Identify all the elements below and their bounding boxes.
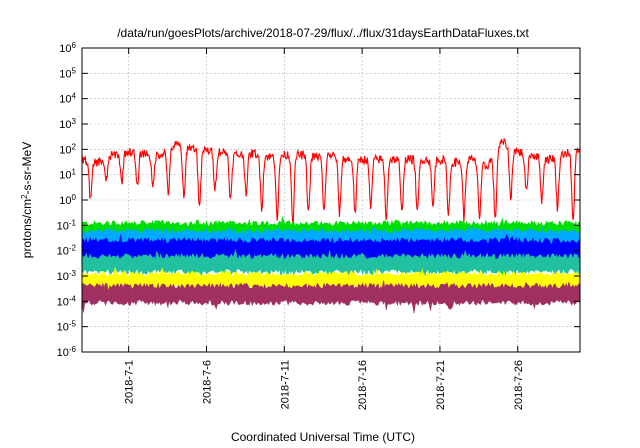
y-tick-label: 10-5: [57, 319, 77, 334]
x-tick-label: 2018-7-11: [279, 360, 291, 409]
x-tick-label: 2018-7-1: [124, 360, 136, 404]
y-axis-label-base: protons/cm: [20, 199, 34, 258]
x-tick-label: 2018-7-16: [357, 360, 369, 410]
y-tick-label: 10-6: [57, 345, 77, 360]
y-tick-label: 102: [59, 142, 76, 157]
chart-title: /data/run/goesPlots/archive/2018-07-29/f…: [117, 26, 529, 40]
y-tick-label: 100: [59, 193, 76, 208]
x-tick-label: 2018-7-26: [513, 360, 525, 410]
x-axis-label: Coordinated Universal Time (UTC): [231, 430, 415, 444]
y-axis-label-sup: 2: [20, 194, 29, 199]
y-axis: 10-6 10-5 10-4 10-3 10-2 10-1 100 101 102 103 104 1…: [57, 41, 580, 360]
y-tick-label: 101: [59, 167, 76, 182]
series-line-0: [81, 138, 580, 223]
y-tick-label: 10-1: [57, 218, 77, 233]
plot-data: [81, 138, 581, 314]
y-tick-label: 103: [59, 117, 76, 132]
y-axis-label-rest: -s-sr-MeV: [20, 142, 34, 195]
x-tick-label: 2018-7-21: [435, 360, 447, 410]
y-tick-label: 105: [59, 66, 76, 81]
y-tick-label: 106: [59, 41, 76, 56]
y-tick-label: 10-3: [57, 269, 77, 284]
x-tick-label: 2018-7-6: [202, 360, 214, 404]
y-axis-label: protons/cm2-s-sr-MeV: [20, 142, 35, 258]
y-tick-label: 10-4: [57, 294, 77, 309]
y-tick-label: 10-2: [57, 243, 77, 258]
x-axis: 2018-7-1 2018-7-6 2018-7-11 2018-7-16 2018-7…: [124, 48, 525, 410]
y-tick-label: 104: [59, 91, 76, 106]
